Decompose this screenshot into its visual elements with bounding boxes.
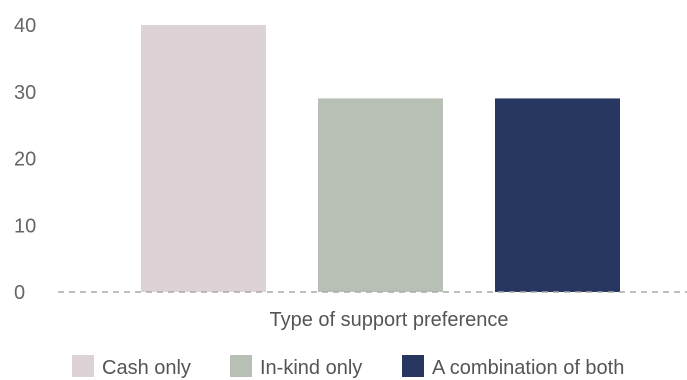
legend-swatch-a-combination-of-both — [402, 355, 424, 377]
y-tick-label-20: 20 — [14, 149, 36, 171]
y-tick-label-0: 0 — [14, 282, 25, 304]
x-axis-title: Type of support preference — [269, 309, 508, 331]
bars — [141, 25, 620, 292]
bar-cash-only — [141, 25, 266, 292]
legend-label-cash-only: Cash only — [102, 357, 191, 379]
y-tick-label-10: 10 — [14, 215, 36, 237]
y-axis-ticks: 0 10 20 30 40 — [14, 15, 36, 304]
legend-swatch-cash-only — [72, 355, 94, 377]
legend-label-a-combination-of-both: A combination of both — [432, 357, 624, 379]
legend-swatch-in-kind-only — [230, 355, 252, 377]
legend-label-in-kind-only: In-kind only — [260, 357, 362, 379]
bar-in-kind-only — [318, 98, 443, 292]
legend: Cash only In-kind only A combination of bo… — [72, 355, 624, 379]
y-tick-label-40: 40 — [14, 15, 36, 37]
bar-a-combination-of-both — [495, 98, 620, 292]
y-tick-label-30: 30 — [14, 82, 36, 104]
